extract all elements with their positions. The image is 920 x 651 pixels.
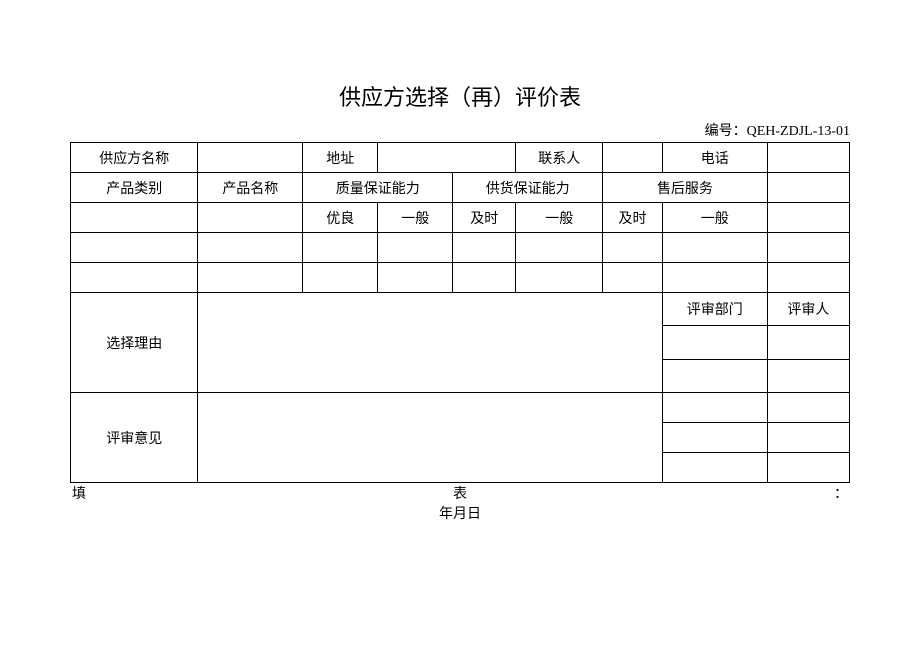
cell-reviewer	[767, 393, 849, 423]
label-supplier-name: 供应方名称	[71, 143, 198, 173]
label-reviewer: 评审人	[767, 293, 849, 326]
table-row: 优良 一般 及时 一般 及时 一般	[71, 203, 850, 233]
label-supply: 供货保证能力	[453, 173, 603, 203]
footer-mid: 表	[453, 483, 467, 503]
cell-review-dept	[662, 359, 767, 392]
cell-supplier-name	[198, 143, 303, 173]
table-row: 评审意见	[71, 393, 850, 423]
label-address: 地址	[303, 143, 378, 173]
label-timely2: 及时	[603, 203, 663, 233]
table-row: 供应方名称 地址 联系人 电话	[71, 143, 850, 173]
label-quality: 质量保证能力	[303, 173, 453, 203]
form-page: 供应方选择（再）评价表 编号：QEH-ZDJL-13-01 供应方名称 地址 联…	[0, 0, 920, 523]
cell-address	[378, 143, 516, 173]
label-contact: 联系人	[516, 143, 603, 173]
footer: 填 表 ： 年月日	[70, 483, 850, 523]
table-row	[71, 263, 850, 293]
evaluation-table: 供应方名称 地址 联系人 电话 产品类别 产品名称 质量保证能力 供货保证能力 …	[70, 142, 850, 483]
label-review-opinion: 评审意见	[71, 393, 198, 483]
form-title: 供应方选择（再）评价表	[70, 80, 850, 112]
cell-data	[603, 263, 663, 293]
cell-contact	[603, 143, 663, 173]
footer-line1: 填 表 ：	[70, 483, 850, 503]
cell-data	[198, 263, 303, 293]
cell-data	[603, 233, 663, 263]
cell-data	[198, 233, 303, 263]
cell-review-opinion	[198, 393, 662, 483]
table-row: 产品类别 产品名称 质量保证能力 供货保证能力 售后服务	[71, 173, 850, 203]
footer-right: ：	[834, 483, 848, 503]
cell-data	[662, 233, 767, 263]
cell-review-dept	[662, 393, 767, 423]
cell-data	[516, 233, 603, 263]
label-ordinary: 一般	[378, 203, 453, 233]
cell-data	[767, 263, 849, 293]
label-service: 售后服务	[603, 173, 768, 203]
cell-data	[516, 263, 603, 293]
cell-reviewer	[767, 423, 849, 453]
cell-data	[303, 263, 378, 293]
footer-left: 填	[72, 483, 86, 503]
cell-reviewer	[767, 359, 849, 392]
cell-data	[303, 233, 378, 263]
cell-data	[378, 233, 453, 263]
doc-no-value: QEH-ZDJL-13-01	[747, 124, 850, 139]
cell-data	[71, 263, 198, 293]
cell-data	[662, 263, 767, 293]
label-review-dept: 评审部门	[662, 293, 767, 326]
doc-number: 编号：QEH-ZDJL-13-01	[70, 120, 850, 140]
cell-review-dept	[662, 326, 767, 359]
cell-data	[767, 233, 849, 263]
label-selection-reason: 选择理由	[71, 293, 198, 393]
cell-phone	[767, 143, 849, 173]
cell-blank	[71, 203, 198, 233]
cell-data	[453, 263, 516, 293]
cell-blank	[767, 173, 849, 203]
cell-data	[71, 233, 198, 263]
label-ordinary3: 一般	[662, 203, 767, 233]
table-row	[71, 233, 850, 263]
cell-data	[453, 233, 516, 263]
label-product-category: 产品类别	[71, 173, 198, 203]
cell-reviewer	[767, 453, 849, 483]
label-ordinary2: 一般	[516, 203, 603, 233]
label-phone: 电话	[662, 143, 767, 173]
cell-data	[378, 263, 453, 293]
cell-blank	[767, 203, 849, 233]
cell-review-dept	[662, 423, 767, 453]
table-row: 选择理由 评审部门 评审人	[71, 293, 850, 326]
cell-reviewer	[767, 326, 849, 359]
label-excellent: 优良	[303, 203, 378, 233]
doc-no-label: 编号：	[705, 124, 747, 139]
cell-selection-reason	[198, 293, 662, 393]
cell-blank	[198, 203, 303, 233]
label-timely: 及时	[453, 203, 516, 233]
cell-review-dept	[662, 453, 767, 483]
footer-date: 年月日	[70, 503, 850, 523]
label-product-name: 产品名称	[198, 173, 303, 203]
